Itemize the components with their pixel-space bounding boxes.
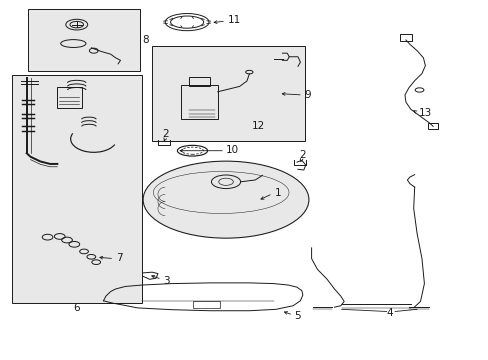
Bar [399, 34, 411, 41]
Bar [57, 87, 81, 108]
Bar [28, 9, 140, 71]
Text: 2: 2 [162, 129, 168, 139]
Bar [188, 77, 210, 86]
Bar [152, 46, 305, 141]
Text: 8: 8 [142, 35, 149, 45]
Text: 6: 6 [73, 303, 80, 313]
Text: 2: 2 [299, 150, 305, 160]
Bar [427, 123, 437, 129]
Text: 1: 1 [274, 188, 281, 198]
Text: 10: 10 [225, 145, 239, 155]
Bar [193, 301, 220, 308]
Bar [12, 75, 142, 303]
Text: 11: 11 [227, 15, 240, 25]
Text: 9: 9 [304, 90, 311, 100]
Text: 13: 13 [418, 108, 431, 118]
Bar [181, 85, 217, 118]
Ellipse shape [143, 161, 308, 238]
Text: 3: 3 [163, 276, 169, 286]
Text: 7: 7 [116, 253, 122, 263]
Text: 12: 12 [251, 121, 264, 131]
Text: 4: 4 [386, 308, 392, 318]
Text: 5: 5 [294, 311, 301, 321]
